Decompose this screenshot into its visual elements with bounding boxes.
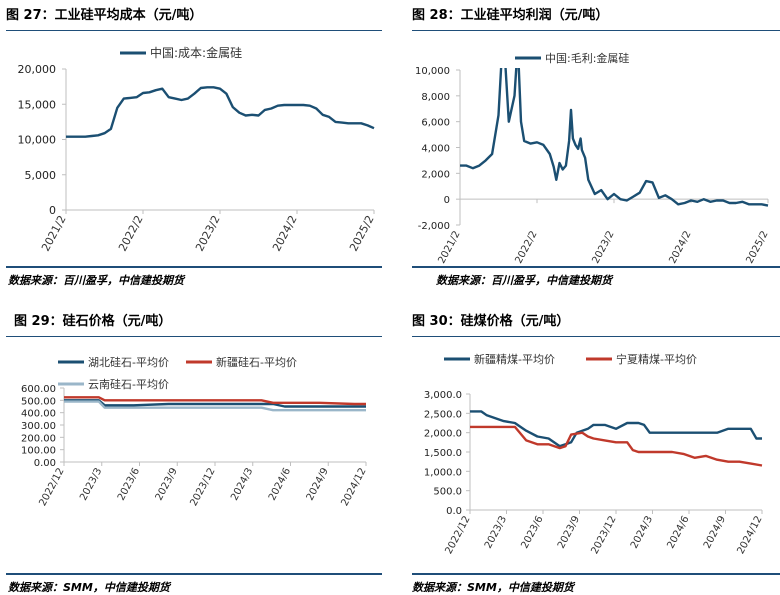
x-tick-label: 2024/9 [702,514,728,550]
source-rule [412,266,780,268]
x-tick-label: 2022/12 [443,514,472,556]
y-tick-label: 600.00 [21,384,56,395]
source-rule [6,573,382,575]
x-tick-label: 2024/6 [665,514,691,550]
panel-title: 图 28：工业硅平均利润（元/吨） [412,8,609,23]
x-tick-label: 2024/3 [229,466,255,502]
series-line [64,396,366,406]
title-rule [412,30,780,31]
x-tick-label: 2024/6 [267,466,293,502]
y-tick-label: 1,000.0 [424,467,462,478]
x-tick-label: 2024/9 [305,466,331,502]
x-tick-label: 2023/2 [590,229,616,265]
y-tick-label: 2,000.0 [424,429,462,440]
y-tick-label: -2,000 [418,221,450,232]
x-tick-label: 2023/6 [519,514,545,550]
legend-label: 云南硅石-平均价 [88,378,169,391]
y-tick-label: 8,000 [421,92,450,103]
title-rule [6,336,382,337]
x-tick-label: 2021/2 [436,229,462,265]
x-tick-label: 2022/12 [37,466,66,508]
source-note: 数据来源：百川盈孚，中信建投期货 [8,274,184,287]
y-tick-label: 0.00 [34,458,56,469]
panel-title: 图 29：硅石价格（元/吨） [14,314,172,329]
legend-label: 新疆硅石-平均价 [216,355,297,369]
y-tick-label: 2,500.0 [424,409,462,420]
y-tick-label: 3,000.0 [424,390,462,401]
y-tick-label: 400.00 [21,409,56,420]
x-tick-label: 2023/3 [483,514,509,550]
series-line [66,86,375,138]
y-tick-label: 200.00 [21,433,56,444]
y-tick-label: 0 [444,195,450,206]
chart-panel-3: 0.0 500.0 1,000.0 1,500.0 2,000.0 2,500.0 3,00… [424,352,765,556]
x-tick-label: 2021/2 [39,213,69,253]
y-tick-label: 2,000 [421,169,450,180]
x-tick-label: 2022/2 [116,213,146,253]
title-rule [412,336,780,337]
x-tick-label: 2023/9 [556,514,582,550]
y-tick-label: 10,000 [18,134,57,147]
chart-panel-1: -2,000 0 2,000 4,000 6,000 8,000 10,000 2021/2 2… [415,51,771,265]
y-tick-label: 6,000 [421,118,450,129]
chart-panel-0: 0 5,000 10,000 15,000 20,000 2021/2 2022/2 2023… [18,45,377,254]
x-tick-label: 2022/2 [513,229,539,265]
y-tick-label: 0.0 [446,506,462,517]
y-tick-label: 500.0 [433,487,462,498]
x-tick-label: 2023/9 [154,466,180,502]
source-note: 数据来源：百川盈孚，中信建投期货 [436,274,612,287]
legend-label: 中国:毛利:金属硅 [545,51,629,65]
y-tick-label: 15,000 [18,98,57,111]
x-tick-label: 2023/2 [193,213,223,253]
series-line [64,400,366,412]
y-tick-label: 1,500.0 [424,448,462,459]
series-line [470,425,763,467]
series-line [64,399,366,408]
y-tick-label: 300.00 [21,421,56,432]
y-tick-label: 10,000 [415,66,450,77]
panel-title: 图 30：硅煤价格（元/吨） [412,314,570,329]
legend-label: 湖北硅石-平均价 [88,356,169,369]
panel-title: 图 27：工业硅平均成本（元/吨） [6,8,203,23]
x-tick-label: 2025/2 [744,229,770,265]
x-tick-label: 2024/12 [735,514,764,556]
x-tick-label: 2025/2 [347,213,377,253]
series-line [470,410,762,448]
y-tick-label: 20,000 [18,63,57,76]
x-tick-label: 2023/12 [589,514,618,556]
y-tick-label: 100.00 [21,446,56,457]
x-tick-label: 2023/12 [188,466,217,508]
x-tick-label: 2023/6 [116,466,142,502]
legend-label: 宁夏精煤-平均价 [616,352,697,366]
y-tick-label: 0 [49,204,56,217]
y-tick-label: 5,000 [25,169,57,182]
legend-label: 中国:成本:金属硅 [150,45,242,60]
source-rule [6,266,382,268]
legend-label: 新疆精煤-平均价 [474,352,555,366]
x-tick-label: 2024/12 [339,466,368,508]
series-line [460,68,769,207]
y-tick-label: 500.00 [21,396,56,407]
x-tick-label: 2024/2 [667,229,693,265]
source-rule [412,573,780,575]
x-tick-label: 2024/2 [270,213,300,253]
source-note: 数据来源：SMM，中信建投期货 [412,581,574,594]
title-rule [6,30,382,31]
y-tick-label: 4,000 [421,144,450,155]
x-tick-label: 2024/3 [629,514,655,550]
x-tick-label: 2023/3 [78,466,104,502]
source-note: 数据来源：SMM，中信建投期货 [8,581,170,594]
